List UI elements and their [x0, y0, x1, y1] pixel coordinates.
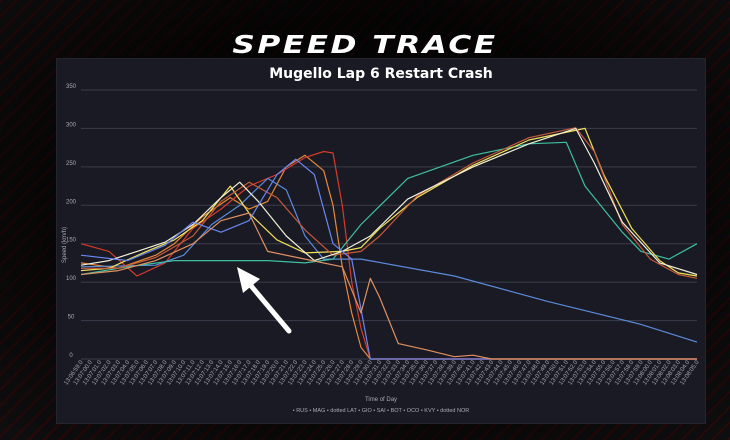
headline: SPEED TRACE: [232, 30, 498, 59]
x-tick-labels: 13:06:59.013:07:00.013:07:01.013:07:02.0…: [63, 359, 701, 386]
series-line-bot: [81, 127, 698, 279]
x-axis-label: Time of Day: [365, 397, 397, 403]
series-lines: [80, 127, 698, 360]
y-tick-label: 100: [66, 276, 77, 282]
y-tick-label: 300: [66, 122, 77, 128]
chart-panel: Mugello Lap 6 Restart Crash 0 50 100 150 200…: [56, 58, 706, 424]
y-tick-label: 200: [66, 199, 77, 205]
y-tick-label: 0: [69, 353, 73, 359]
y-tick-labels: 0 50 100 150 200 250 300 350: [66, 84, 77, 359]
y-tick-label: 350: [66, 84, 77, 90]
y-tick-label: 250: [66, 161, 77, 167]
arrow-shaft: [244, 278, 292, 334]
series-line-gio: [80, 141, 698, 276]
legend: • RUS • MAG • dotted LAT • GIO • SAI • B…: [293, 408, 470, 414]
series-line-sai: [80, 127, 698, 277]
series-line-nor: [80, 212, 697, 360]
series-line-kvy: [80, 158, 697, 360]
series-line-mag: [80, 150, 697, 360]
chart-title: Mugello Lap 6 Restart Crash: [269, 66, 493, 82]
grid-lines: [81, 89, 697, 360]
y-axis-label: Speed (km/h): [62, 227, 68, 263]
y-tick-label: 50: [68, 315, 75, 321]
annotation-arrow: [237, 267, 292, 334]
y-tick-label: 150: [66, 238, 77, 244]
series-line-oco: [80, 127, 698, 276]
arrow-head: [237, 267, 260, 293]
series-line-lat: [80, 177, 698, 343]
speed-trace-chart: Mugello Lap 6 Restart Crash 0 50 100 150 200…: [62, 66, 701, 414]
